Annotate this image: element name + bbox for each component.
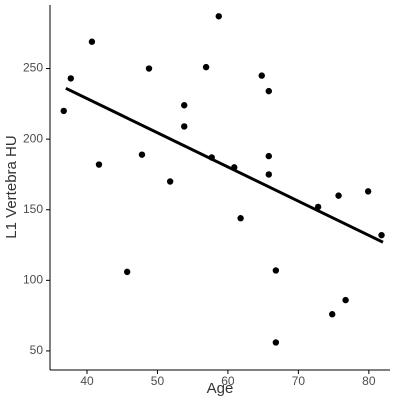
point: [265, 87, 272, 95]
x-tick-label: 40: [80, 374, 94, 388]
point: [95, 161, 103, 168]
point: [60, 107, 67, 115]
point: [378, 231, 385, 239]
y-tick-label: 250: [23, 61, 43, 75]
point: [166, 178, 174, 185]
x-tick-label: 50: [151, 374, 165, 388]
point: [138, 151, 146, 158]
point: [181, 123, 188, 130]
point: [88, 38, 96, 45]
point: [67, 75, 74, 82]
y-tick-label: 150: [23, 202, 43, 216]
point: [258, 72, 265, 79]
point: [342, 296, 349, 304]
point: [329, 311, 336, 318]
point: [123, 268, 131, 276]
trend-line: [65, 86, 384, 244]
point: [145, 65, 153, 72]
point: [364, 188, 372, 195]
x-tick-label: 60: [221, 374, 235, 388]
y-tick-label: 200: [23, 131, 43, 145]
y-axis-title: L1 Vertebra HU: [3, 135, 20, 238]
point: [335, 192, 342, 199]
x-tick-label: 70: [292, 374, 306, 388]
point: [181, 102, 188, 109]
point: [265, 152, 272, 160]
y-tick-label: 50: [30, 343, 44, 357]
point: [265, 171, 272, 178]
x-tick-label: 80: [362, 374, 376, 388]
point: [272, 267, 280, 274]
point: [272, 339, 280, 346]
point: [202, 63, 210, 71]
y-tick-label: 100: [23, 273, 43, 287]
x-axis-title: Age: [207, 380, 234, 397]
point: [215, 13, 222, 20]
point: [237, 215, 244, 222]
